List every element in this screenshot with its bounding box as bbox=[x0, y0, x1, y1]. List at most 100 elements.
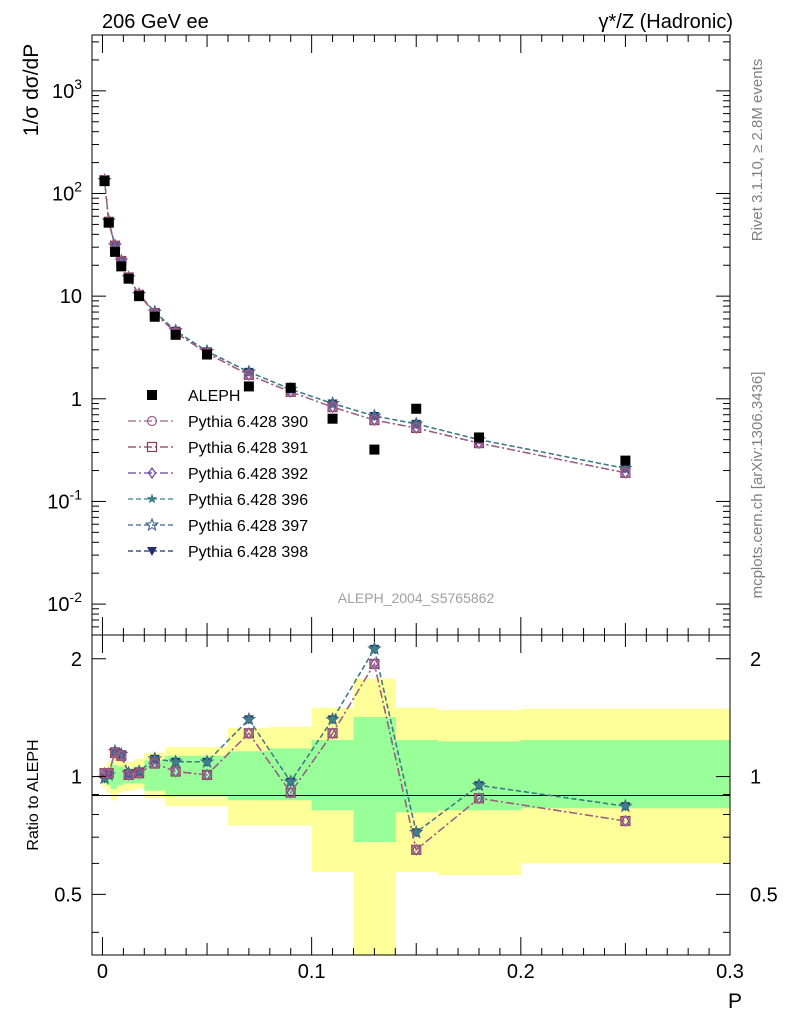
y-tick-label: 102 bbox=[52, 178, 82, 205]
data-point bbox=[123, 273, 134, 284]
ratio-point bbox=[283, 774, 298, 788]
ratio-point bbox=[241, 711, 257, 726]
series-line bbox=[103, 180, 626, 470]
legend-label: Pythia 6.428 396 bbox=[188, 492, 308, 509]
legend-entry-pythia-6-428-397: Pythia 6.428 397 bbox=[128, 517, 308, 535]
ratio-point bbox=[409, 824, 424, 839]
legend-label: Pythia 6.428 397 bbox=[188, 518, 308, 535]
ratio-panel-axes: 0.5 0.5 1 1 2 2 0 0.1 0.2 0.3 bbox=[54, 635, 778, 983]
ratio-point bbox=[473, 779, 485, 790]
ratio-point bbox=[170, 756, 181, 767]
ratio-y-tick-label-right: 2 bbox=[750, 649, 761, 671]
data-point bbox=[473, 432, 484, 443]
ratio-point bbox=[243, 713, 255, 724]
data-point bbox=[325, 396, 340, 410]
ratio-point bbox=[411, 844, 422, 855]
ratio-y-axis-label: Ratio to ALEPH bbox=[25, 739, 42, 850]
series-line bbox=[103, 180, 626, 470]
legend-marker bbox=[146, 441, 158, 453]
data-point bbox=[411, 422, 422, 434]
legend: ALEPH Pythia 6.428 390 Pythia 6.428 391 Pyt… bbox=[128, 388, 308, 561]
analysis-label: ALEPH_2004_S5765862 bbox=[338, 590, 495, 606]
ratio-point bbox=[123, 767, 134, 778]
header-energy-label: 206 GeV ee bbox=[102, 11, 209, 33]
ratio-point bbox=[285, 787, 296, 798]
legend-label: Pythia 6.428 390 bbox=[188, 414, 308, 431]
ratio-uncertainty-bands bbox=[102, 678, 730, 955]
data-point bbox=[116, 261, 127, 272]
legend-entry-pythia-6-428-398: Pythia 6.428 398 bbox=[128, 544, 308, 561]
ratio-point bbox=[147, 751, 162, 765]
inner-band-bin bbox=[110, 765, 118, 789]
ratio-series-pythia-6-428-390 bbox=[99, 658, 631, 855]
ratio-point bbox=[116, 748, 127, 759]
ratio-point bbox=[411, 826, 422, 837]
legend-entry-pythia-6-428-390: Pythia 6.428 390 bbox=[128, 414, 308, 431]
legend-marker bbox=[147, 466, 157, 480]
data-point bbox=[110, 246, 121, 257]
ratio-panel-frame bbox=[91, 634, 731, 956]
series-line bbox=[103, 180, 626, 474]
data-point bbox=[411, 403, 422, 414]
y-tick-label: 103 bbox=[52, 76, 82, 103]
ratio-point bbox=[103, 768, 114, 779]
ratio-point bbox=[618, 798, 633, 813]
data-point bbox=[285, 382, 296, 393]
x-tick-label: 0.2 bbox=[507, 961, 535, 983]
ratio-point bbox=[109, 747, 121, 758]
ratio-y-tick-label-right: 1 bbox=[750, 767, 761, 789]
inner-band-bin bbox=[144, 760, 166, 791]
data-point bbox=[149, 311, 160, 322]
ratio-y-tick-label: 0.5 bbox=[54, 884, 82, 906]
legend-entry-aleph: ALEPH bbox=[147, 388, 240, 405]
data-point bbox=[327, 413, 338, 424]
legend-label: Pythia 6.428 391 bbox=[188, 440, 308, 457]
main-y-axis-label: 1/σ dσ/dP bbox=[20, 44, 43, 136]
x-tick-label: 0 bbox=[97, 961, 108, 983]
inner-band-bin bbox=[520, 740, 730, 809]
inner-band-bin bbox=[353, 716, 396, 843]
x-tick-label: 0.3 bbox=[716, 961, 744, 983]
x-axis-label: P bbox=[728, 990, 742, 1013]
ratio-point bbox=[201, 756, 213, 767]
data-point bbox=[103, 217, 114, 228]
ratio-point bbox=[99, 768, 110, 779]
ratio-point bbox=[285, 776, 296, 787]
inner-band-bin bbox=[311, 740, 354, 811]
legend-marker bbox=[146, 493, 158, 504]
ratio-point bbox=[201, 769, 213, 780]
ratio-point bbox=[369, 658, 380, 670]
legend-marker bbox=[147, 390, 157, 400]
series-pythia-6-428-398 bbox=[99, 176, 631, 474]
ratio-panel-series bbox=[97, 641, 633, 856]
mcplots-reference-label: mcplots.cern.ch [arXiv:1306.3436] bbox=[749, 372, 766, 599]
series-line bbox=[103, 180, 626, 474]
ratio-point bbox=[149, 758, 160, 769]
y-tick-label: 10-1 bbox=[47, 486, 82, 513]
ratio-point bbox=[471, 777, 487, 792]
data-point bbox=[618, 460, 633, 475]
ratio-point bbox=[473, 793, 485, 804]
ratio-point bbox=[109, 745, 121, 756]
data-point bbox=[327, 402, 338, 413]
ratio-point bbox=[116, 750, 127, 761]
main-panel-series bbox=[97, 173, 633, 479]
legend-marker bbox=[146, 415, 158, 427]
data-point bbox=[149, 306, 160, 317]
x-tick-label: 0.1 bbox=[298, 961, 326, 983]
inner-band-bin bbox=[437, 741, 522, 811]
data-point bbox=[369, 444, 380, 455]
legend-label: ALEPH bbox=[188, 388, 240, 405]
ratio-point bbox=[369, 643, 380, 654]
ratio-point bbox=[199, 754, 215, 769]
header-process-label: γ*/Z (Hadronic) bbox=[599, 11, 733, 33]
data-point bbox=[243, 369, 254, 380]
inner-band-bin bbox=[117, 766, 124, 786]
legend-marker bbox=[144, 517, 160, 532]
inner-band-bin bbox=[227, 751, 271, 801]
rivet-version-label: Rivet 3.1.10, ≥ 2.8M events bbox=[749, 59, 766, 242]
series-pythia-6-428-390 bbox=[99, 175, 631, 478]
ratio-y-tick-label-right: 0.5 bbox=[750, 884, 778, 906]
data-point bbox=[367, 408, 382, 422]
